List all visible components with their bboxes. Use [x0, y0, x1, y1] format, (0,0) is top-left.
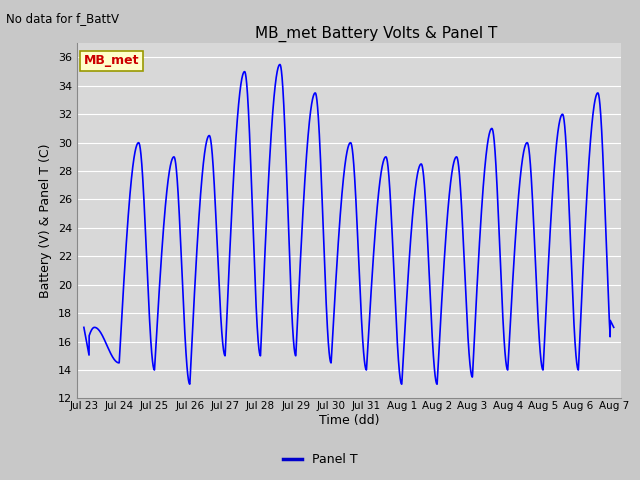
- Text: No data for f_BattV: No data for f_BattV: [6, 12, 120, 25]
- Y-axis label: Battery (V) & Panel T (C): Battery (V) & Panel T (C): [39, 144, 52, 298]
- Legend: Panel T: Panel T: [278, 448, 362, 471]
- Title: MB_met Battery Volts & Panel T: MB_met Battery Volts & Panel T: [255, 25, 497, 42]
- X-axis label: Time (dd): Time (dd): [319, 414, 379, 427]
- Text: MB_met: MB_met: [84, 54, 140, 67]
